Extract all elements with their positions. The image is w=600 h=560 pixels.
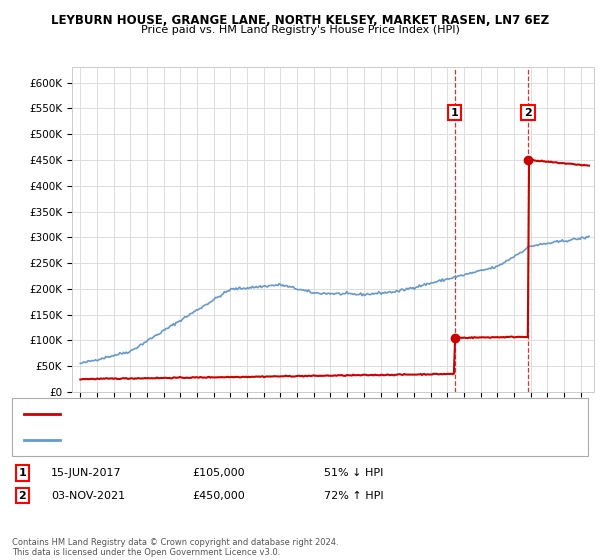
Text: HPI: Average price, detached house, West Lindsey: HPI: Average price, detached house, West… <box>69 435 314 445</box>
Text: £105,000: £105,000 <box>192 468 245 478</box>
Text: Contains HM Land Registry data © Crown copyright and database right 2024.
This d: Contains HM Land Registry data © Crown c… <box>12 538 338 557</box>
Text: 51% ↓ HPI: 51% ↓ HPI <box>324 468 383 478</box>
Text: £450,000: £450,000 <box>192 491 245 501</box>
Text: LEYBURN HOUSE, GRANGE LANE, NORTH KELSEY, MARKET RASEN, LN7 6EZ: LEYBURN HOUSE, GRANGE LANE, NORTH KELSEY… <box>51 14 549 27</box>
Text: 1: 1 <box>19 468 26 478</box>
Text: 15-JUN-2017: 15-JUN-2017 <box>51 468 122 478</box>
Text: 03-NOV-2021: 03-NOV-2021 <box>51 491 125 501</box>
Text: Price paid vs. HM Land Registry's House Price Index (HPI): Price paid vs. HM Land Registry's House … <box>140 25 460 35</box>
Text: 72% ↑ HPI: 72% ↑ HPI <box>324 491 383 501</box>
Text: 2: 2 <box>524 108 532 118</box>
Text: 1: 1 <box>451 108 458 118</box>
Text: LEYBURN HOUSE, GRANGE LANE, NORTH KELSEY, MARKET RASEN, LN7 6EZ (detached h: LEYBURN HOUSE, GRANGE LANE, NORTH KELSEY… <box>69 409 501 419</box>
Text: 2: 2 <box>19 491 26 501</box>
